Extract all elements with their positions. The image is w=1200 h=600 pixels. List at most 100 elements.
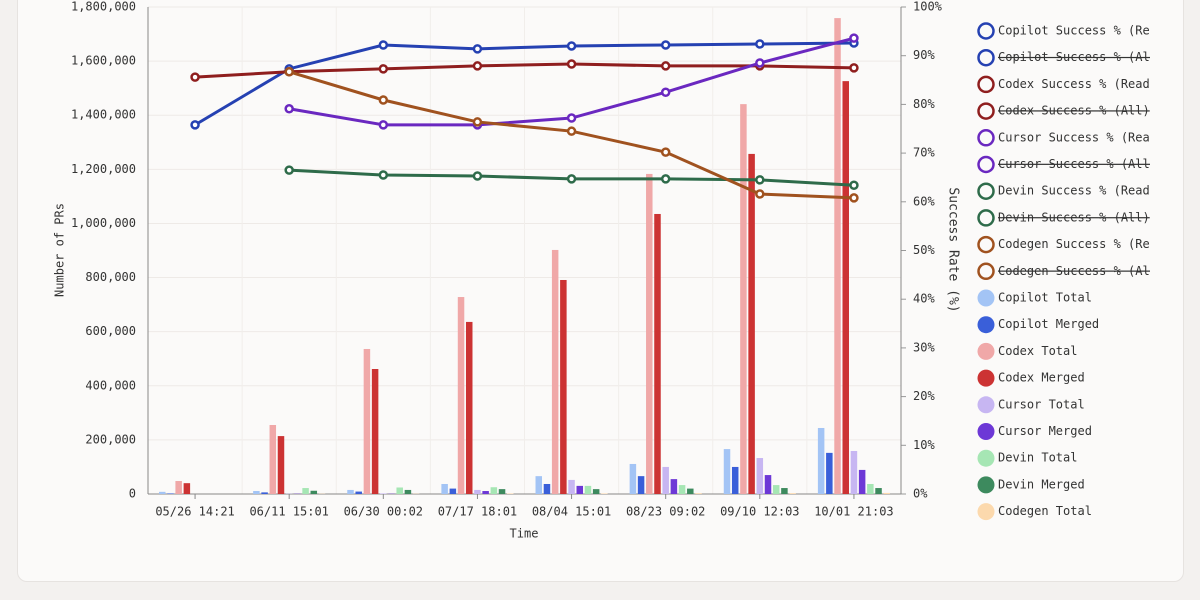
legend-label[interactable]: Codex Merged: [998, 371, 1085, 385]
line-marker: [660, 61, 671, 71]
y2-tick-label: 10%: [913, 438, 935, 452]
legend-swatch: [977, 369, 995, 387]
y2-tick-label: 40%: [913, 292, 935, 306]
legend-label[interactable]: Copilot Total: [998, 291, 1092, 305]
line-marker: [660, 40, 671, 50]
y2-tick-label: 50%: [913, 243, 935, 257]
legend-label[interactable]: Copilot Success % (All): [998, 50, 1164, 64]
legend-label[interactable]: Cursor Total: [998, 397, 1085, 411]
line-marker: [378, 95, 389, 105]
line-marker: [755, 189, 765, 199]
bar: [875, 488, 882, 494]
line-marker: [472, 171, 483, 181]
bar: [834, 18, 841, 495]
bar: [396, 487, 403, 494]
legend-label[interactable]: Devin Success % (Ready): [998, 184, 1164, 198]
line-marker: [284, 104, 294, 114]
legend-label[interactable]: Codegen Success % (All): [998, 264, 1164, 278]
bar: [678, 485, 686, 494]
line-marker: [378, 40, 389, 50]
bar: [756, 458, 764, 494]
line: [194, 62, 854, 79]
y-tick-label: 0: [129, 487, 136, 501]
bar: [687, 488, 694, 494]
line-marker: [190, 72, 200, 82]
y-tick-label: 1,200,000: [71, 162, 136, 176]
bar: [449, 488, 457, 494]
legend-swatch: [977, 503, 995, 521]
bar: [277, 436, 285, 494]
bar: [310, 490, 318, 494]
bar: [159, 491, 166, 494]
bar: [560, 279, 567, 494]
x-tick-label: 06/11 15:01: [249, 505, 328, 519]
line-marker: [755, 39, 765, 49]
x-tick-label: 08/04 15:01: [532, 505, 611, 519]
bar: [568, 479, 575, 494]
line-marker: [566, 59, 577, 69]
y-axis-title: Number of PRs: [53, 203, 67, 297]
legend-label[interactable]: Codex Total: [998, 344, 1077, 358]
bar: [781, 488, 788, 494]
line-marker: [378, 64, 389, 74]
bar: [637, 476, 645, 494]
legend-swatch: [977, 129, 995, 147]
line-marker: [660, 147, 671, 157]
line-marker: [378, 170, 389, 180]
legend-label[interactable]: Copilot Success % (Ready): [998, 24, 1179, 38]
legend-swatch: [977, 235, 995, 254]
y-tick-label: 800,000: [85, 270, 136, 284]
line-marker: [660, 174, 671, 184]
x-tick-label: 09/10 12:03: [720, 505, 799, 519]
legend-label[interactable]: Devin Total: [998, 451, 1077, 465]
bar: [506, 493, 514, 494]
bar: [269, 425, 277, 494]
bar: [772, 485, 780, 494]
bar: [543, 483, 551, 494]
line: [288, 36, 855, 127]
line-marker: [566, 126, 577, 136]
bar: [363, 348, 371, 494]
bar: [167, 493, 174, 494]
line-marker: [755, 175, 765, 185]
bar: [482, 491, 489, 494]
bar: [551, 249, 559, 494]
legend-label[interactable]: Codex Success % (All): [998, 104, 1150, 118]
legend-label[interactable]: Devin Merged: [998, 477, 1085, 491]
legend-label[interactable]: Codex Success % (Ready): [998, 77, 1164, 91]
bar: [695, 493, 702, 494]
x-tick-label: 07/17 18:01: [438, 505, 517, 519]
bar: [740, 104, 747, 494]
y2-tick-label: 70%: [913, 146, 935, 160]
legend-swatch: [977, 316, 995, 334]
legend: Copilot Success % (Ready) Copilot Success…: [977, 22, 1179, 521]
bar: [535, 476, 543, 494]
y2-tick-label: 80%: [913, 97, 935, 111]
bar: [490, 487, 498, 494]
bar: [817, 427, 825, 494]
bar: [441, 483, 448, 494]
legend-label[interactable]: Codegen Success % (Ready): [998, 237, 1179, 251]
legend-label[interactable]: Cursor Merged: [998, 424, 1092, 438]
y-tick-label: 1,600,000: [71, 54, 136, 68]
bar: [789, 493, 796, 494]
line-marker: [849, 33, 859, 43]
bar: [498, 489, 506, 494]
legend-label[interactable]: Cursor Success % (Ready): [998, 130, 1171, 144]
y-tick-label: 400,000: [85, 378, 136, 392]
legend-label[interactable]: Copilot Merged: [998, 317, 1099, 331]
legend-label[interactable]: Cursor Success % (All): [998, 157, 1157, 171]
bar: [302, 488, 309, 494]
bar: [404, 489, 412, 494]
y-tick-label: 1,800,000: [71, 0, 136, 14]
bar: [601, 493, 608, 494]
bar: [662, 466, 669, 494]
y-tick-label: 1,400,000: [71, 108, 136, 122]
y2-tick-label: 90%: [913, 48, 935, 62]
legend-label[interactable]: Devin Success % (All): [998, 210, 1150, 224]
y2-tick-label: 30%: [913, 340, 935, 354]
line-marker: [378, 120, 389, 130]
legend-label[interactable]: Codegen Total: [998, 504, 1092, 518]
